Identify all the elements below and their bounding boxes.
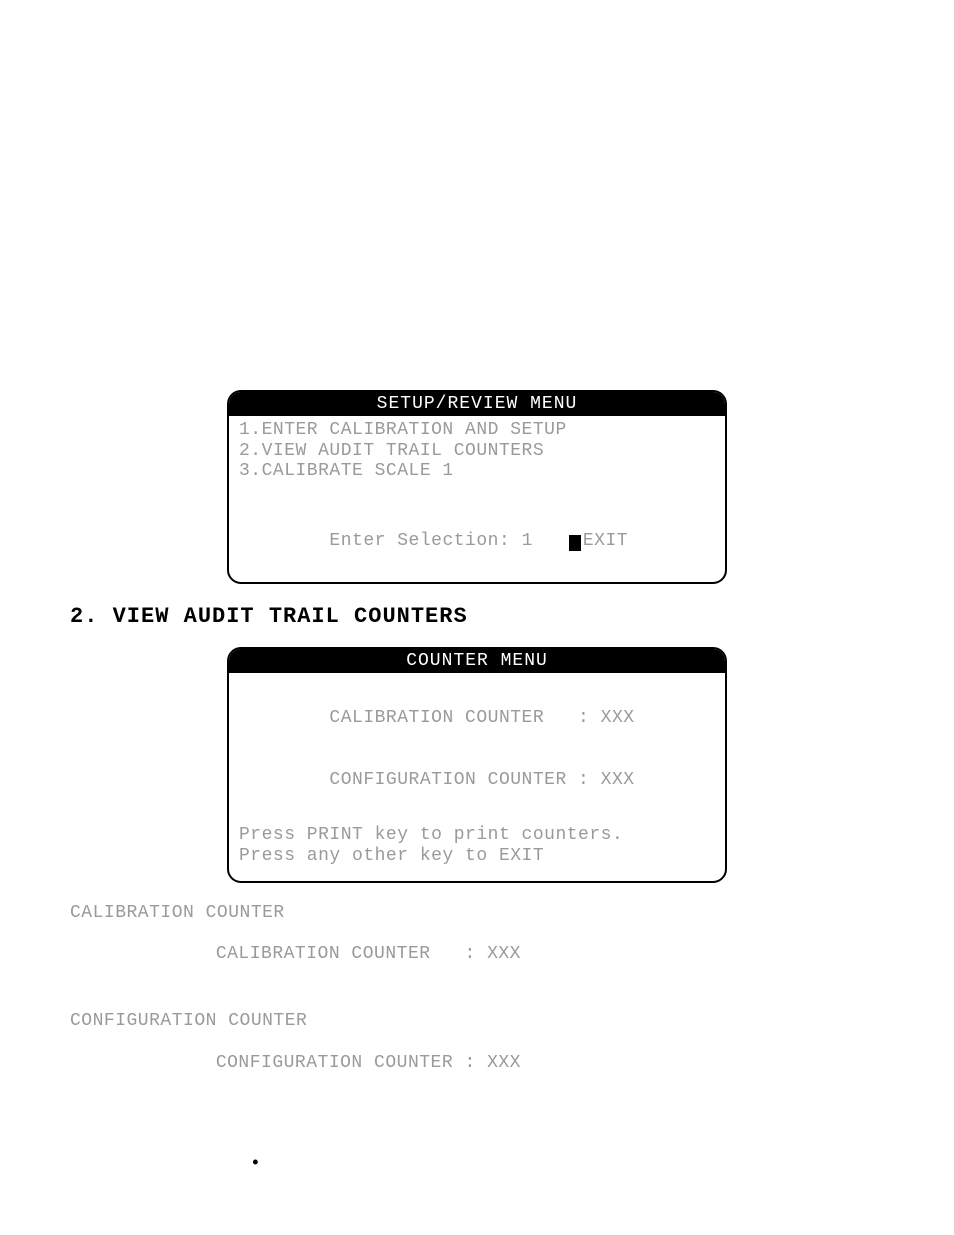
counter-row-label: CONFIGURATION COUNTER : (329, 770, 600, 790)
selection-prompt-row: Enter Selection: 1 EXIT (239, 510, 715, 572)
counter-menu-title: COUNTER MENU (229, 649, 725, 673)
selection-input[interactable]: 1 (522, 531, 533, 551)
counter-menu: COUNTER MENU CALIBRATION COUNTER : XXX C… (227, 647, 727, 883)
configuration-counter-value: XXX (476, 1053, 521, 1073)
counter-hint: Press PRINT key to print counters. (239, 825, 715, 846)
blank-line (239, 811, 715, 825)
top-spacer (70, 40, 884, 390)
calibration-counter-label: CALIBRATION COUNTER : (216, 944, 476, 964)
counter-row: CONFIGURATION COUNTER : XXX (239, 749, 715, 811)
configuration-counter-block: CONFIGURATION COUNTER CONFIGURATION COUN… (70, 1011, 884, 1094)
counter-row-label: CALIBRATION COUNTER : (329, 708, 600, 728)
selection-prompt-label: Enter Selection: (329, 531, 521, 551)
setup-menu-title: SETUP/REVIEW MENU (229, 392, 725, 416)
counter-row-value: XXX (601, 770, 635, 790)
section-heading: 2. VIEW AUDIT TRAIL COUNTERS (70, 604, 884, 629)
counter-menu-body: CALIBRATION COUNTER : XXX CONFIGURATION … (229, 673, 725, 881)
bullet-marker: • (70, 1154, 884, 1174)
counter-row: CALIBRATION COUNTER : XXX (239, 687, 715, 749)
calibration-counter-block: CALIBRATION COUNTER CALIBRATION COUNTER … (70, 903, 884, 986)
cursor-icon (569, 535, 581, 551)
exit-softkey[interactable]: EXIT (583, 531, 628, 551)
configuration-counter-label: CONFIGURATION COUNTER : (216, 1053, 476, 1073)
configuration-counter-line: CONFIGURATION COUNTER : XXX (70, 1032, 884, 1094)
menu-item[interactable]: 2.VIEW AUDIT TRAIL COUNTERS (239, 441, 715, 462)
calibration-counter-value: XXX (476, 944, 521, 964)
counter-hint: Press any other key to EXIT (239, 846, 715, 867)
page: SETUP/REVIEW MENU 1.ENTER CALIBRATION AN… (0, 0, 954, 1214)
calibration-counter-line: CALIBRATION COUNTER : XXX (70, 923, 884, 985)
menu-item[interactable]: 3.CALIBRATE SCALE 1 (239, 461, 715, 482)
setup-review-menu: SETUP/REVIEW MENU 1.ENTER CALIBRATION AN… (227, 390, 727, 584)
setup-menu-body: 1.ENTER CALIBRATION AND SETUP 2.VIEW AUD… (229, 416, 725, 582)
menu-item[interactable]: 1.ENTER CALIBRATION AND SETUP (239, 420, 715, 441)
counter-row-value: XXX (601, 708, 635, 728)
calibration-counter-heading: CALIBRATION COUNTER (70, 903, 884, 924)
configuration-counter-heading: CONFIGURATION COUNTER (70, 1011, 884, 1032)
